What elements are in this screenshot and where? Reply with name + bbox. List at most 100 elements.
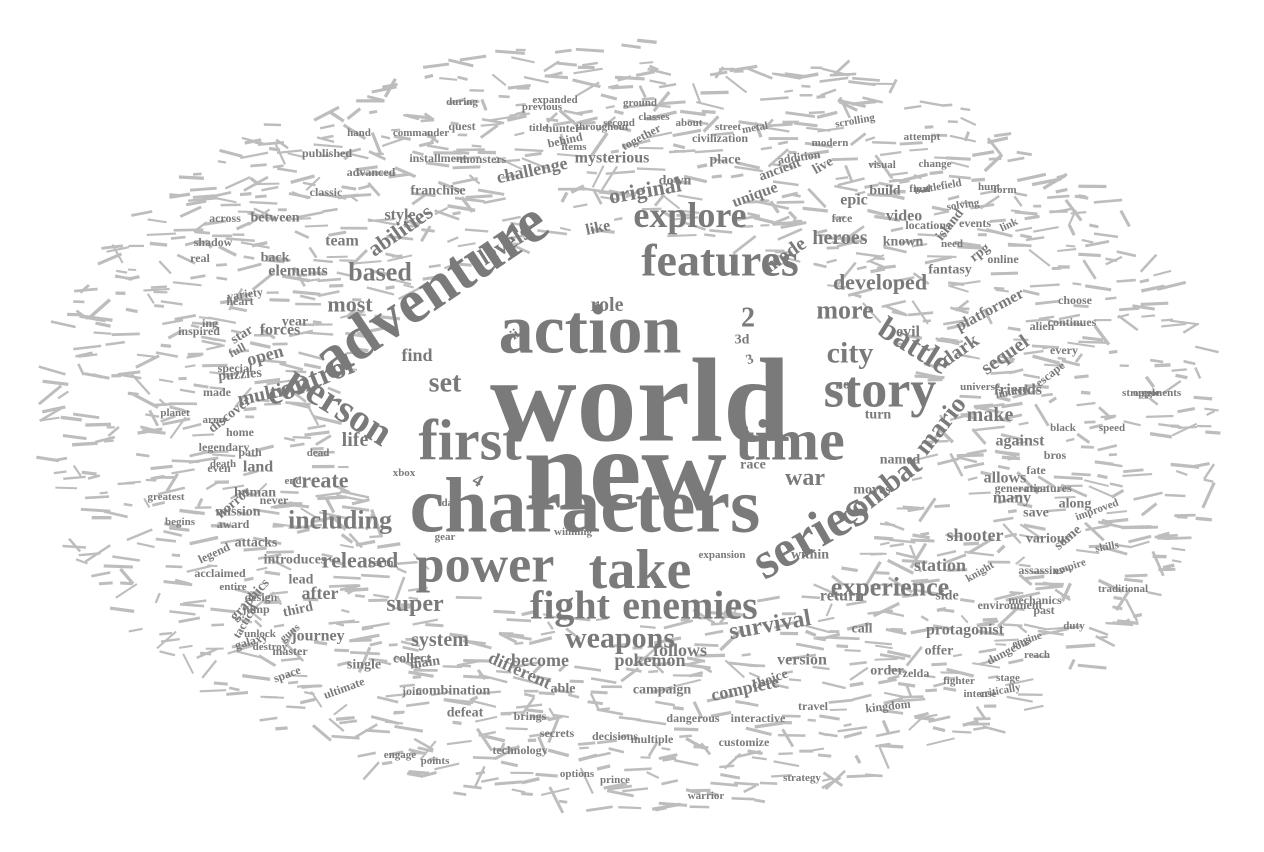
tiny-word-speck [1165, 536, 1192, 541]
tiny-word-speck [244, 138, 262, 145]
tiny-word-speck [709, 229, 733, 234]
tiny-word-speck [280, 657, 302, 662]
cloud-word: skills [1094, 539, 1120, 555]
tiny-word-speck [1064, 198, 1083, 222]
tiny-word-speck [1057, 356, 1067, 361]
tiny-word-speck [876, 264, 896, 270]
tiny-word-speck [948, 284, 969, 293]
tiny-word-speck [163, 580, 193, 587]
tiny-word-speck [780, 631, 799, 636]
tiny-word-speck [117, 481, 136, 486]
tiny-word-speck [904, 683, 913, 698]
tiny-word-speck [1016, 172, 1047, 183]
tiny-word-speck [315, 434, 332, 446]
cloud-word: pokemon [614, 650, 685, 670]
tiny-word-speck [160, 343, 172, 348]
tiny-word-speck [357, 751, 376, 758]
tiny-word-speck [394, 724, 424, 733]
tiny-word-speck [710, 158, 726, 163]
tiny-word-speck [1119, 306, 1140, 312]
tiny-word-speck [98, 581, 113, 586]
tiny-word-speck [700, 90, 729, 95]
cloud-word: team [325, 233, 359, 250]
tiny-word-speck [1146, 414, 1174, 419]
tiny-word-speck [1023, 574, 1045, 581]
tiny-word-speck [368, 217, 394, 223]
tiny-word-speck [463, 784, 482, 790]
tiny-word-speck [560, 191, 569, 203]
cloud-word: follows [653, 640, 707, 660]
cloud-word: franchise [410, 184, 465, 199]
tiny-word-speck [825, 603, 833, 617]
tiny-word-speck [292, 266, 306, 287]
tiny-word-speck [1014, 191, 1028, 197]
tiny-word-speck [590, 228, 615, 234]
tiny-word-speck [191, 321, 217, 327]
cloud-word: make [967, 404, 1014, 426]
tiny-word-speck [1122, 472, 1153, 478]
tiny-word-speck [600, 195, 618, 201]
tiny-word-speck [653, 193, 666, 207]
tiny-word-speck [507, 232, 535, 240]
tiny-word-speck [636, 656, 656, 661]
cloud-word: during [446, 96, 478, 108]
tiny-word-speck [935, 424, 955, 444]
tiny-word-speck [652, 685, 674, 694]
tiny-word-speck [294, 523, 322, 530]
tiny-word-speck [93, 331, 112, 335]
cloud-word: combination [416, 684, 491, 699]
tiny-word-speck [762, 126, 790, 133]
tiny-word-speck [437, 180, 462, 193]
tiny-word-speck [78, 353, 98, 358]
tiny-word-speck [1049, 210, 1068, 213]
tiny-word-speck [374, 314, 401, 321]
tiny-word-speck [208, 316, 237, 325]
tiny-word-speck [201, 450, 229, 454]
tiny-word-speck [589, 692, 600, 710]
tiny-word-speck [228, 686, 240, 692]
tiny-word-speck [228, 287, 244, 311]
tiny-word-speck [216, 263, 227, 267]
tiny-word-speck [1031, 570, 1046, 575]
tiny-word-speck [131, 210, 153, 217]
tiny-word-speck [341, 505, 370, 512]
tiny-word-speck [514, 131, 525, 137]
tiny-word-speck [50, 320, 76, 329]
tiny-word-speck [160, 637, 180, 643]
tiny-word-speck [1078, 340, 1108, 344]
tiny-word-speck [295, 302, 322, 306]
tiny-word-speck [984, 704, 997, 708]
tiny-word-speck [795, 642, 825, 651]
tiny-word-speck [854, 754, 862, 764]
tiny-word-speck [333, 575, 361, 580]
cloud-word: many [993, 490, 1031, 507]
tiny-word-speck [286, 705, 306, 710]
tiny-word-speck [636, 38, 657, 44]
tiny-word-speck [632, 646, 643, 650]
tiny-word-speck [907, 506, 925, 513]
tiny-word-speck [229, 305, 248, 313]
tiny-word-speck [831, 574, 845, 587]
tiny-word-speck [447, 204, 476, 213]
tiny-word-speck [141, 429, 166, 435]
tiny-word-speck [905, 645, 923, 667]
tiny-word-speck [1002, 523, 1022, 545]
tiny-word-speck [277, 167, 298, 173]
tiny-word-speck [892, 178, 904, 182]
tiny-word-speck [346, 107, 362, 121]
tiny-word-speck [240, 151, 269, 160]
tiny-word-speck [106, 426, 115, 429]
tiny-word-speck [704, 629, 724, 636]
tiny-word-speck [1195, 516, 1212, 522]
tiny-word-speck [1102, 546, 1128, 556]
tiny-word-speck [710, 781, 738, 787]
cloud-word: shooter [947, 525, 1004, 545]
cloud-word: campaign [633, 683, 692, 698]
tiny-word-speck [405, 701, 430, 708]
tiny-word-speck [255, 182, 280, 186]
cloud-word: hand [347, 127, 371, 139]
tiny-word-speck [600, 165, 619, 191]
tiny-word-speck [695, 653, 726, 658]
tiny-word-speck [647, 131, 673, 139]
tiny-word-speck [199, 651, 212, 656]
